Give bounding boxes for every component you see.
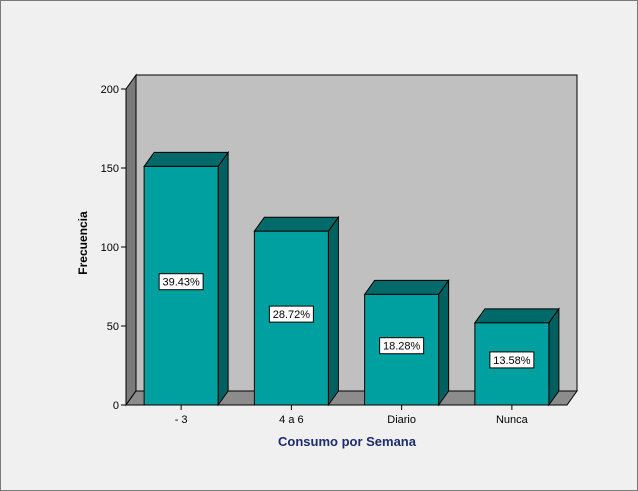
x-tick-label: 4 a 6 [279, 414, 303, 426]
bar-top [363, 279, 450, 295]
data-label-box [489, 351, 535, 369]
bar-group: 13.58% [473, 307, 560, 407]
data-label: 13.58% [493, 355, 531, 367]
data-label-box [268, 305, 314, 323]
x-axis: - 3 4 a 6 Diario Nunca [126, 404, 567, 426]
bar-side [438, 278, 450, 407]
x-tick-label: - 3 [175, 414, 188, 426]
x-tick-label: Nunca [496, 414, 529, 426]
data-label-box [158, 273, 204, 291]
bar-top [143, 151, 230, 167]
data-label-box [379, 337, 425, 355]
y-tick-label: 200 [101, 84, 119, 96]
bars: 39.43% 28.72% 18.28% 13.58% [143, 150, 560, 407]
data-label: 28.72% [273, 309, 311, 321]
x-tick-label: Diario [387, 414, 416, 426]
bar-group: 18.28% [363, 278, 450, 407]
bar-side [327, 215, 339, 407]
x-axis-title: Consumo por Semana [278, 434, 417, 449]
data-label: 18.28% [383, 341, 421, 353]
y-tick-label: 50 [107, 321, 119, 333]
y-axis-title: Frecuencia [76, 211, 90, 275]
bar-group: 28.72% [253, 215, 340, 407]
bar-side [548, 307, 560, 407]
bar-top [253, 216, 340, 232]
bar-group: 39.43% [143, 150, 230, 407]
y-tick-label: 150 [101, 163, 119, 175]
bar-top [473, 308, 560, 324]
bar-side [217, 150, 229, 407]
y-axis: 0 50 100 150 200 [101, 84, 127, 412]
y-tick-label: 100 [101, 242, 119, 254]
left-wall [125, 73, 137, 407]
y-tick-label: 0 [113, 400, 119, 412]
data-label: 39.43% [162, 277, 200, 289]
